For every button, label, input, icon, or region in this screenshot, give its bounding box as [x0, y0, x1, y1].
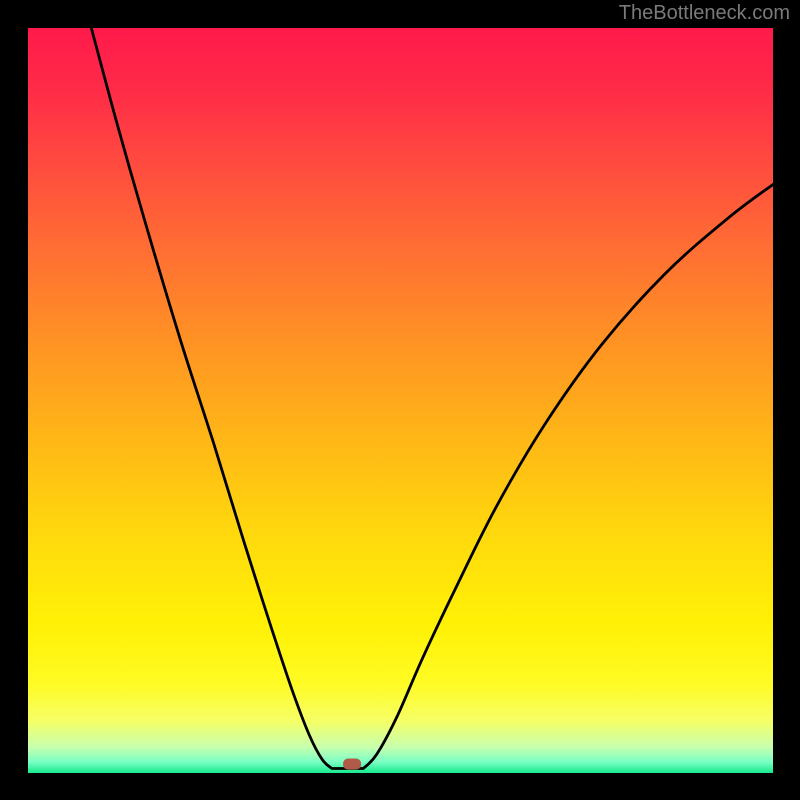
plot-background	[28, 28, 773, 773]
chart-container: { "watermark": { "text": "TheBottleneck.…	[0, 0, 800, 800]
watermark-text: TheBottleneck.com	[619, 2, 790, 25]
minimum-marker	[343, 759, 361, 770]
bottleneck-curve-chart	[0, 0, 800, 800]
